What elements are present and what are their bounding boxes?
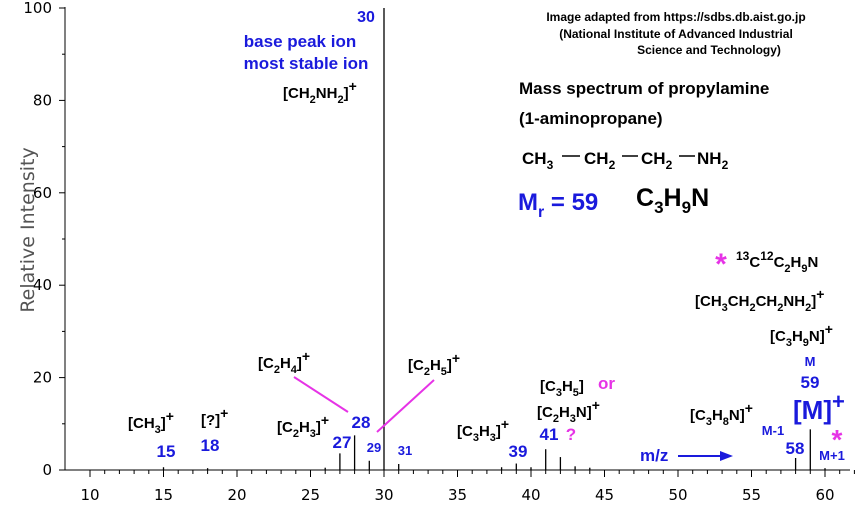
y-tick-label: 0 (42, 461, 52, 479)
mz-label-18: 18 (201, 436, 220, 455)
y-tick-label: 80 (33, 91, 52, 109)
credit-line-3: Science and Technology) (637, 43, 781, 57)
y-tick-label: 100 (23, 0, 52, 17)
y-tick-label: 40 (33, 276, 52, 294)
isotope-star-legend: * (715, 248, 727, 281)
isotope-star-marker: * (832, 424, 843, 455)
mz-label-41: 41 (540, 425, 559, 444)
molecular-ion-label: [M]+ (793, 389, 845, 425)
x-tick-label: 25 (301, 486, 320, 504)
base-peak-label-2: most stable ion (244, 54, 369, 73)
ion-ch2nh2: [CH2NH2]+ (283, 78, 357, 106)
x-tick-label: 35 (448, 486, 467, 504)
mz-label-59: 59 (801, 373, 820, 392)
image-credit: Image adapted from https://sdbs.db.aist.… (546, 10, 805, 57)
ion-c3h5: [C3H5] (540, 378, 584, 399)
question-mark: ? (566, 425, 576, 444)
or-text: or (598, 374, 615, 393)
x-tick-label: 30 (374, 486, 393, 504)
ion-c3h8n: [C3H8N]+ (690, 400, 753, 428)
ion-c2h4: [C2H4]+ (258, 348, 310, 376)
structure-nh2: NH2 (697, 149, 729, 172)
x-ticks: 10 15 20 25 30 35 40 45 50 55 60 (80, 470, 855, 504)
mz-label-15: 15 (157, 442, 176, 461)
pointer-c2h5 (376, 379, 435, 433)
x-tick-label: 40 (521, 486, 540, 504)
y-tick-label: 20 (33, 369, 52, 387)
ion-c2h3n: [C2H3N]+ (537, 397, 600, 425)
mz-label-27: 27 (333, 433, 352, 452)
credit-line-2: (National Institute of Advanced Industri… (559, 27, 793, 41)
structure-ch2-b: CH2 (641, 149, 673, 172)
ion-c2h3: [C2H3]+ (277, 412, 329, 440)
chart-title-line-1: Mass spectrum of propylamine (519, 79, 769, 98)
mz-arrow-head (720, 451, 733, 461)
molecular-formula: C3H9N (636, 184, 709, 217)
structure-ch3: CH3 (522, 149, 554, 172)
mz-axis-arrow-label: m/z (640, 446, 668, 465)
ion-c3h9n: [C3H9N]+ (770, 321, 833, 349)
y-ticks: 0 20 40 60 80 100 (23, 0, 65, 479)
x-tick-label: 15 (154, 486, 173, 504)
y-tick-label: 60 (33, 184, 52, 202)
ion-ch3: [CH3]+ (128, 408, 174, 436)
spectrum-peaks (162, 8, 826, 470)
mz-label-39: 39 (509, 442, 528, 461)
chart-axes (64, 7, 850, 471)
ion-isotope: 13C12C2H9N (736, 249, 818, 275)
ion-unknown: [?]+ (201, 405, 228, 429)
relative-molecular-mass: Mr = 59 (518, 189, 598, 221)
mz-label-31: 31 (398, 443, 412, 458)
base-peak-mz-label: 30 (357, 9, 375, 26)
x-tick-label: 10 (80, 486, 99, 504)
x-tick-label: 45 (595, 486, 614, 504)
mz-label-m-plus-1: M+1 (819, 448, 845, 463)
x-tick-label: 50 (668, 486, 687, 504)
pointer-c2h4 (293, 376, 349, 413)
mz-label-58: 58 (786, 439, 805, 458)
structural-formula: CH3 CH2 CH2 NH2 (522, 149, 729, 172)
ion-c2h5: [C2H5]+ (408, 350, 460, 378)
mz-label-28: 28 (352, 413, 371, 432)
x-tick-label: 55 (742, 486, 761, 504)
mz-label-m: M (805, 354, 816, 369)
credit-line-1: Image adapted from https://sdbs.db.aist.… (546, 10, 805, 24)
mz-label-29: 29 (367, 440, 381, 455)
x-tick-label: 60 (815, 486, 834, 504)
base-peak-label-1: base peak ion (244, 32, 356, 51)
ion-ch3ch2ch2nh2: [CH3CH2CH2NH2]+ (695, 286, 824, 314)
ion-c3h3: [C3H3]+ (457, 416, 509, 444)
x-tick-label: 20 (227, 486, 246, 504)
chart-title-line-2: (1-aminopropane) (519, 109, 663, 128)
mz-label-m-minus-1: M-1 (762, 423, 784, 438)
y-axis-label: Relative Intensity (17, 147, 39, 312)
structure-ch2-a: CH2 (584, 149, 616, 172)
